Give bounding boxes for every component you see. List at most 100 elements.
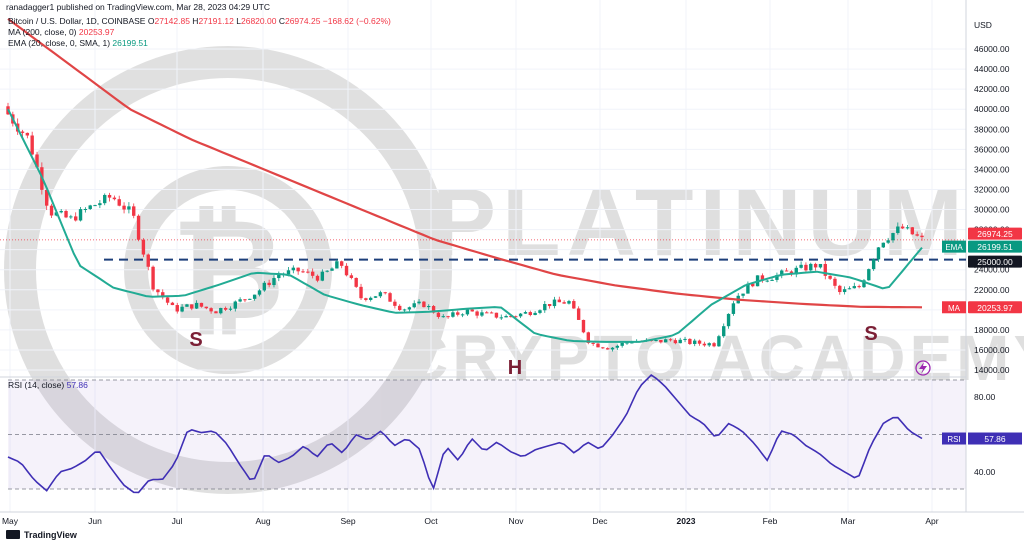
time-tick-label: Sep <box>340 516 355 526</box>
candle-body <box>441 316 445 318</box>
candle-body <box>659 339 663 343</box>
candle-body <box>320 271 325 281</box>
open-value: 27142.85 <box>154 16 190 26</box>
candle-body <box>601 347 605 349</box>
candle-body <box>330 268 334 271</box>
candle-body <box>543 304 547 311</box>
candle-body <box>910 227 915 235</box>
candle-body <box>605 348 610 350</box>
candle-body <box>431 306 436 313</box>
candle-body <box>238 299 242 302</box>
symbol-name: Bitcoin / U.S. Dollar, 1D, COINBASE <box>8 16 146 26</box>
candle-body <box>194 302 199 309</box>
ma-legend-label: MA (200, close, 0) <box>8 27 77 37</box>
candle-body <box>417 301 421 304</box>
candle-body <box>683 338 687 340</box>
candle-body <box>857 286 861 288</box>
candle-body <box>871 259 876 270</box>
candle-body <box>422 301 426 308</box>
rsi-band <box>8 379 966 490</box>
candle-body <box>470 309 474 312</box>
watermark-title: PLATINUM <box>432 169 969 276</box>
candle-body <box>364 298 368 300</box>
candle-body <box>132 206 136 216</box>
rsi-tick-label: 80.00 <box>974 392 996 402</box>
candle-body <box>301 271 305 273</box>
flash-icon[interactable] <box>915 360 931 376</box>
price-tick-label: 40000.00 <box>974 104 1010 114</box>
candle-body <box>862 280 866 288</box>
candle-body <box>93 205 97 207</box>
open-label: O <box>147 16 155 26</box>
candle-body <box>456 312 460 315</box>
candle-body <box>741 293 745 296</box>
candle-body <box>823 263 827 276</box>
chart-grid <box>0 0 966 512</box>
candle-body <box>446 316 450 318</box>
price-tick-label: 38000.00 <box>974 124 1010 134</box>
candle-body <box>427 306 431 308</box>
price-tag-box <box>968 227 1022 240</box>
candle-body <box>136 215 141 240</box>
candle-body <box>794 267 798 275</box>
candle-body <box>310 271 315 276</box>
ma-legend: MA (200, close, 0) 20253.97 <box>8 27 114 38</box>
candle-body <box>349 275 354 278</box>
candle-body <box>243 299 247 301</box>
price-tick-label: 30000.00 <box>974 205 1010 215</box>
candle-body <box>576 308 581 320</box>
candle-body <box>693 340 697 344</box>
time-tick-label: Apr <box>925 516 938 526</box>
time-tick-label: Dec <box>592 516 608 526</box>
candle-body <box>813 263 818 268</box>
high-value: 27191.12 <box>198 16 234 26</box>
rsi-legend-value: 57.86 <box>66 380 88 390</box>
price-tags: 26974.25 26199.51 EMA 25000.00 20253.97 MA RSI… <box>942 227 1022 445</box>
candle-body <box>784 270 789 272</box>
candle-body <box>852 286 856 289</box>
candle-body <box>770 279 774 281</box>
ema-legend: EMA (20, close, 0, SMA, 1) 26199.51 <box>8 38 148 49</box>
candle-body <box>199 302 204 307</box>
candle-body <box>359 286 363 299</box>
candle-body <box>204 306 208 309</box>
candle-body <box>165 297 170 303</box>
price-tick-label: 22000.00 <box>974 285 1010 295</box>
price-tag-text: 26974.25 <box>977 229 1013 239</box>
candle-body <box>378 292 383 297</box>
candle-body <box>354 277 358 287</box>
ema-legend-value: 26199.51 <box>112 38 148 48</box>
price-tick-label: 18000.00 <box>974 325 1010 335</box>
candle-body <box>369 297 373 300</box>
close-label: C <box>278 16 285 26</box>
price-tick-label: 32000.00 <box>974 184 1010 194</box>
candle-body <box>625 342 629 344</box>
candle-body <box>533 312 537 316</box>
candle-body <box>765 280 769 282</box>
candle-body <box>161 292 165 298</box>
rsi-tag-label-box <box>942 432 966 445</box>
candle-body <box>480 312 484 316</box>
candle-body <box>760 275 765 281</box>
candle-body <box>272 278 276 286</box>
price-tick-label: 36000.00 <box>974 144 1010 154</box>
time-axis: May Jun Jul Aug Sep Oct Nov Dec 2023 Feb Mar Apr <box>2 516 939 526</box>
candle-body <box>393 301 397 306</box>
candle-body <box>746 283 750 294</box>
candle-body <box>325 270 329 272</box>
candle-body <box>383 292 387 294</box>
candle-body <box>538 310 542 313</box>
low-value: 26820.00 <box>241 16 277 26</box>
candle-body <box>562 302 566 304</box>
candle-body <box>233 301 237 309</box>
candle-body <box>485 312 489 314</box>
candle-body <box>726 313 731 327</box>
price-tick-label: 46000.00 <box>974 44 1010 54</box>
candle-body <box>252 294 257 299</box>
candle-body <box>339 261 344 266</box>
candle-body <box>257 290 262 295</box>
high-label: H <box>192 16 199 26</box>
candle-body <box>49 205 54 216</box>
candle-body <box>702 343 707 346</box>
candle-body <box>98 203 102 206</box>
